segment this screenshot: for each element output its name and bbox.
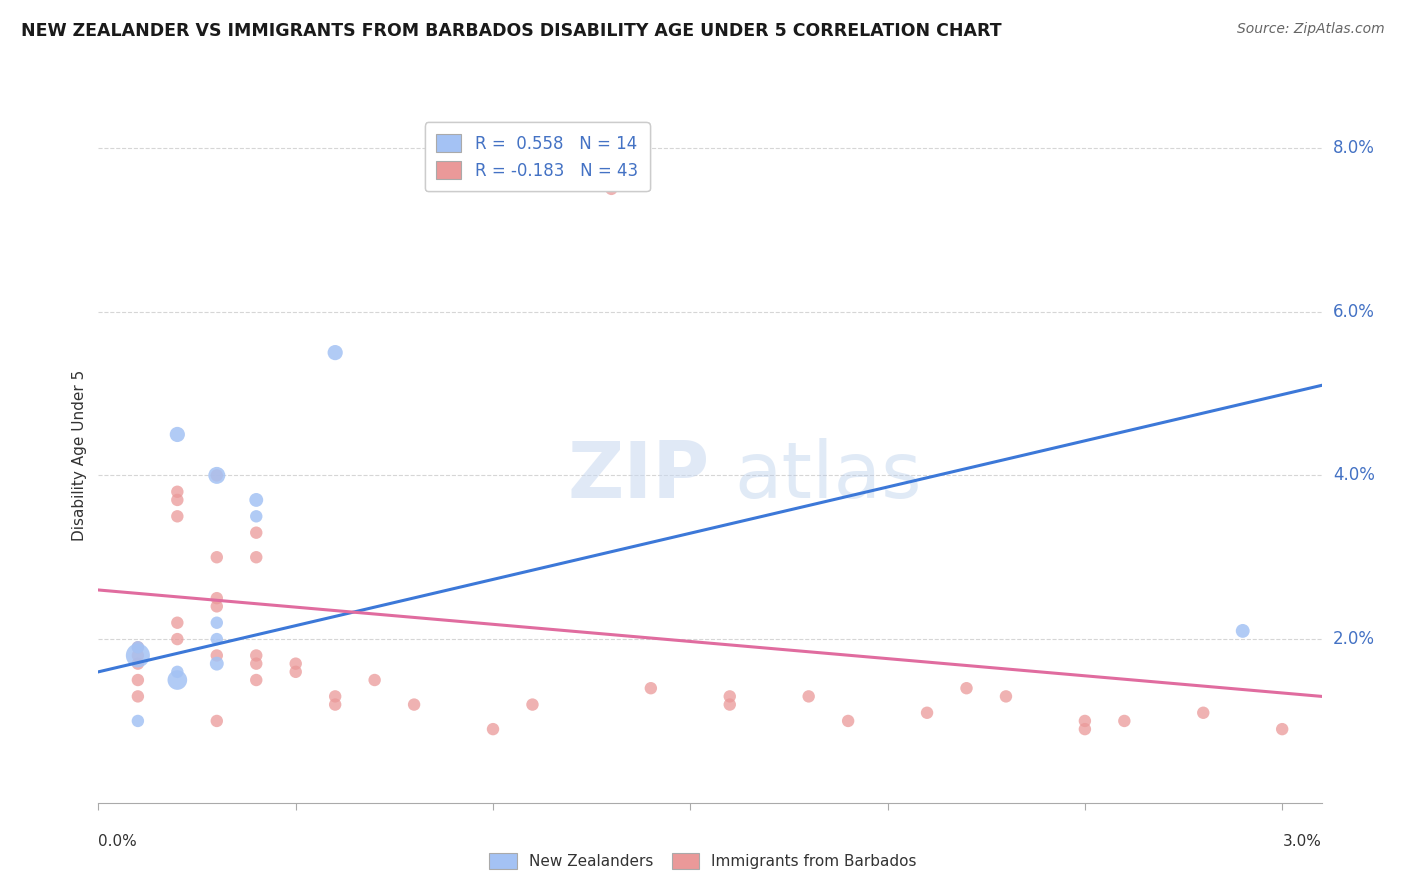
- Immigrants from Barbados: [323, 698, 346, 712]
- Immigrants from Barbados: [245, 550, 267, 565]
- Immigrants from Barbados: [127, 657, 149, 671]
- Text: 6.0%: 6.0%: [1333, 302, 1375, 321]
- New Zealanders: [166, 427, 188, 442]
- Immigrants from Barbados: [482, 722, 505, 736]
- New Zealanders: [205, 632, 228, 646]
- Immigrants from Barbados: [1074, 722, 1097, 736]
- New Zealanders: [166, 665, 188, 679]
- New Zealanders: [323, 345, 346, 359]
- Immigrants from Barbados: [284, 665, 307, 679]
- Text: 2.0%: 2.0%: [1333, 630, 1375, 648]
- New Zealanders: [205, 615, 228, 630]
- New Zealanders: [245, 509, 267, 524]
- Immigrants from Barbados: [245, 657, 267, 671]
- Text: atlas: atlas: [734, 438, 922, 514]
- New Zealanders: [205, 657, 228, 671]
- Immigrants from Barbados: [323, 690, 346, 704]
- Immigrants from Barbados: [166, 615, 188, 630]
- Immigrants from Barbados: [127, 673, 149, 687]
- Immigrants from Barbados: [245, 673, 267, 687]
- New Zealanders: [166, 673, 188, 687]
- Immigrants from Barbados: [1114, 714, 1136, 728]
- Immigrants from Barbados: [837, 714, 859, 728]
- Immigrants from Barbados: [205, 714, 228, 728]
- New Zealanders: [127, 648, 149, 663]
- Immigrants from Barbados: [205, 550, 228, 565]
- Immigrants from Barbados: [404, 698, 426, 712]
- Immigrants from Barbados: [205, 599, 228, 614]
- Immigrants from Barbados: [522, 698, 544, 712]
- Immigrants from Barbados: [205, 468, 228, 483]
- Immigrants from Barbados: [245, 525, 267, 540]
- Immigrants from Barbados: [205, 648, 228, 663]
- Immigrants from Barbados: [1192, 706, 1215, 720]
- New Zealanders: [127, 714, 149, 728]
- Immigrants from Barbados: [915, 706, 938, 720]
- Text: NEW ZEALANDER VS IMMIGRANTS FROM BARBADOS DISABILITY AGE UNDER 5 CORRELATION CHA: NEW ZEALANDER VS IMMIGRANTS FROM BARBADO…: [21, 22, 1001, 40]
- Immigrants from Barbados: [127, 640, 149, 655]
- Text: 3.0%: 3.0%: [1282, 834, 1322, 849]
- Text: 8.0%: 8.0%: [1333, 139, 1375, 157]
- Immigrants from Barbados: [284, 657, 307, 671]
- Immigrants from Barbados: [718, 690, 741, 704]
- Immigrants from Barbados: [994, 690, 1017, 704]
- Immigrants from Barbados: [166, 509, 188, 524]
- Immigrants from Barbados: [166, 484, 188, 499]
- Immigrants from Barbados: [1074, 714, 1097, 728]
- Immigrants from Barbados: [955, 681, 977, 696]
- Immigrants from Barbados: [640, 681, 662, 696]
- New Zealanders: [127, 640, 149, 655]
- Immigrants from Barbados: [127, 690, 149, 704]
- Text: 0.0%: 0.0%: [98, 834, 138, 849]
- New Zealanders: [1232, 624, 1254, 638]
- Text: ZIP: ZIP: [568, 438, 710, 514]
- Legend: R =  0.558   N = 14, R = -0.183   N = 43: R = 0.558 N = 14, R = -0.183 N = 43: [425, 122, 650, 191]
- Y-axis label: Disability Age Under 5: Disability Age Under 5: [72, 369, 87, 541]
- Immigrants from Barbados: [363, 673, 385, 687]
- Text: Source: ZipAtlas.com: Source: ZipAtlas.com: [1237, 22, 1385, 37]
- New Zealanders: [245, 492, 267, 507]
- Text: 4.0%: 4.0%: [1333, 467, 1375, 484]
- Legend: New Zealanders, Immigrants from Barbados: New Zealanders, Immigrants from Barbados: [484, 847, 922, 875]
- Immigrants from Barbados: [166, 492, 188, 507]
- Immigrants from Barbados: [245, 648, 267, 663]
- Immigrants from Barbados: [718, 698, 741, 712]
- Immigrants from Barbados: [600, 182, 623, 196]
- Immigrants from Barbados: [1271, 722, 1294, 736]
- Immigrants from Barbados: [797, 690, 820, 704]
- Immigrants from Barbados: [205, 591, 228, 606]
- Immigrants from Barbados: [127, 648, 149, 663]
- Immigrants from Barbados: [166, 632, 188, 646]
- New Zealanders: [205, 468, 228, 483]
